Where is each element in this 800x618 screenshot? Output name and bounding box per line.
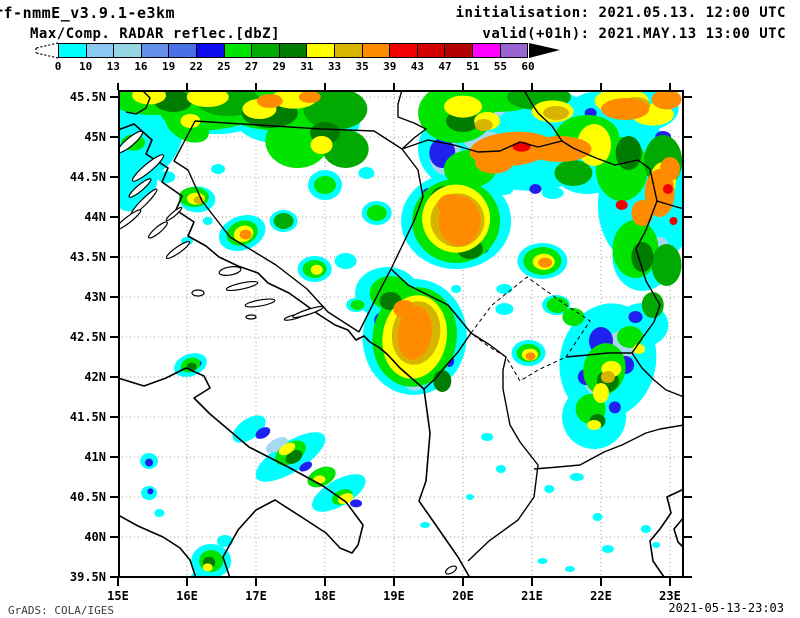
colorbar-level-label: 27 bbox=[244, 60, 259, 73]
colorbar-level-label: 22 bbox=[189, 60, 203, 73]
colorbar-underflow-funnel bbox=[35, 42, 59, 59]
lat-tick-label: 40N bbox=[84, 530, 106, 544]
colorbar-segment bbox=[500, 44, 528, 57]
colorbar-level-label: 10 bbox=[79, 60, 93, 73]
croatian-islands bbox=[118, 130, 458, 575]
lat-tick-label: 45N bbox=[84, 130, 106, 144]
border-montenegro-serbia bbox=[390, 268, 472, 334]
border-serbia-north-danube bbox=[401, 139, 684, 210]
lat-tick-label: 42N bbox=[84, 370, 106, 384]
border-macedonia-bulgaria bbox=[631, 352, 684, 398]
lat-tick-label: 44.5N bbox=[70, 170, 106, 184]
border-serbia-romania bbox=[523, 90, 563, 142]
colorbar-segment bbox=[307, 44, 335, 57]
lat-tick-label: 41.5N bbox=[70, 410, 106, 424]
border-albania-east bbox=[467, 332, 539, 562]
lon-tick-label: 18E bbox=[314, 589, 336, 603]
lat-tick-label: 42.5N bbox=[70, 330, 106, 344]
colorbar-segment bbox=[196, 44, 225, 57]
colorbar-segment bbox=[390, 44, 418, 57]
border-bosnia bbox=[173, 120, 424, 333]
colorbar-labels: 0 10 13 16 19 22 25 27 29 31 33 35 39 43 47 51 55 60 bbox=[54, 60, 535, 74]
lon-tick-label: 20E bbox=[452, 589, 474, 603]
lat-tick-label: 43N bbox=[84, 290, 106, 304]
colorbar-segment bbox=[224, 44, 253, 57]
coastline-croatia-adriatic bbox=[118, 123, 471, 578]
lon-tick-label: 16E bbox=[176, 589, 198, 603]
model-title: rf-nmmE_v3.9.1-e3km bbox=[0, 4, 176, 22]
colorbar-level-label: 25 bbox=[217, 60, 231, 73]
colorbar-level-label: 13 bbox=[106, 60, 120, 73]
colorbar-segment bbox=[279, 44, 308, 57]
colorbar-level-label: 31 bbox=[300, 60, 314, 73]
colorbar-segment bbox=[169, 44, 197, 57]
colorbar-level-label: 60 bbox=[521, 60, 535, 73]
lon-tick-label: 19E bbox=[383, 589, 405, 603]
axis-labels: 45.5N 45N 44.5N 44N 43.5N 43N 42.5N 42N 41.5N 41N… bbox=[70, 90, 681, 603]
lat-tick-label: 39.5N bbox=[70, 570, 106, 584]
colorbar bbox=[58, 43, 528, 58]
colorbar-segment bbox=[334, 44, 363, 57]
colorbar-segment bbox=[472, 44, 501, 57]
colorbar-level-label: 29 bbox=[272, 60, 286, 73]
coastline-italy-east bbox=[118, 367, 364, 578]
colorbar-overflow-arrow bbox=[529, 43, 560, 58]
colorbar-level-label: 55 bbox=[493, 60, 507, 73]
lon-tick-label: 21E bbox=[521, 589, 543, 603]
colorbar-level-label: 33 bbox=[327, 60, 342, 73]
creation-timestamp: 2021-05-13-23:03 bbox=[668, 601, 784, 615]
lat-tick-label: 44N bbox=[84, 210, 106, 224]
colorbar-level-label: 35 bbox=[355, 60, 369, 73]
lon-tick-label: 22E bbox=[590, 589, 612, 603]
colorbar-segment bbox=[445, 44, 473, 57]
border-serbia-bulgaria bbox=[631, 200, 661, 354]
lat-tick-label: 43.5N bbox=[70, 250, 106, 264]
initialisation-time: initialisation: 2021.05.13. 12:00 UTC bbox=[455, 5, 786, 21]
lon-tick-label: 15E bbox=[107, 589, 129, 603]
border-macedonia-north bbox=[565, 352, 632, 358]
lon-tick-label: 17E bbox=[245, 589, 267, 603]
border-montenegro-albania bbox=[423, 332, 472, 390]
border-greece-north bbox=[533, 424, 684, 470]
coastline-greece-se bbox=[649, 488, 684, 578]
border-croatia-serbia bbox=[397, 90, 427, 150]
coastline-italy-west bbox=[118, 514, 197, 578]
variable-title: Max/Comp. RADAR reflec.[dbZ] bbox=[30, 26, 281, 42]
border-slovenia-corner bbox=[125, 90, 151, 115]
colorbar-segment bbox=[59, 44, 87, 57]
lat-tick-label: 41N bbox=[84, 450, 106, 464]
colorbar-level-label: 19 bbox=[161, 60, 176, 73]
colorbar-level-label: 0 bbox=[54, 60, 62, 73]
colorbar-level-label: 16 bbox=[134, 60, 148, 73]
lon-tick-label: 23E bbox=[659, 589, 681, 603]
colorbar-segment bbox=[362, 44, 391, 57]
colorbar-segment bbox=[86, 44, 115, 57]
colorbar-level-label: 47 bbox=[438, 60, 452, 73]
colorbar-segment bbox=[417, 44, 446, 57]
map-panel: 45.5N 45N 44.5N 44N 43.5N 43N 42.5N 42N 41.5N 41N… bbox=[70, 83, 692, 603]
axis-ticks bbox=[110, 83, 692, 586]
map-frame bbox=[118, 90, 684, 578]
colorbar-segment bbox=[141, 44, 170, 57]
map-geography bbox=[118, 90, 684, 578]
colorbar-level-label: 51 bbox=[466, 60, 480, 73]
valid-time: valid(+01h): 2021.MAY.13 13:00 UTC bbox=[482, 26, 786, 42]
colorbar-level-label: 39 bbox=[383, 60, 397, 73]
lat-tick-label: 40.5N bbox=[70, 490, 106, 504]
lat-tick-label: 45.5N bbox=[70, 90, 106, 104]
colorbar-segment bbox=[252, 44, 280, 57]
grads-credit: GrADS: COLA/IGES bbox=[8, 604, 114, 617]
colorbar-level-label: 43 bbox=[410, 60, 425, 73]
colorbar-segment bbox=[114, 44, 142, 57]
